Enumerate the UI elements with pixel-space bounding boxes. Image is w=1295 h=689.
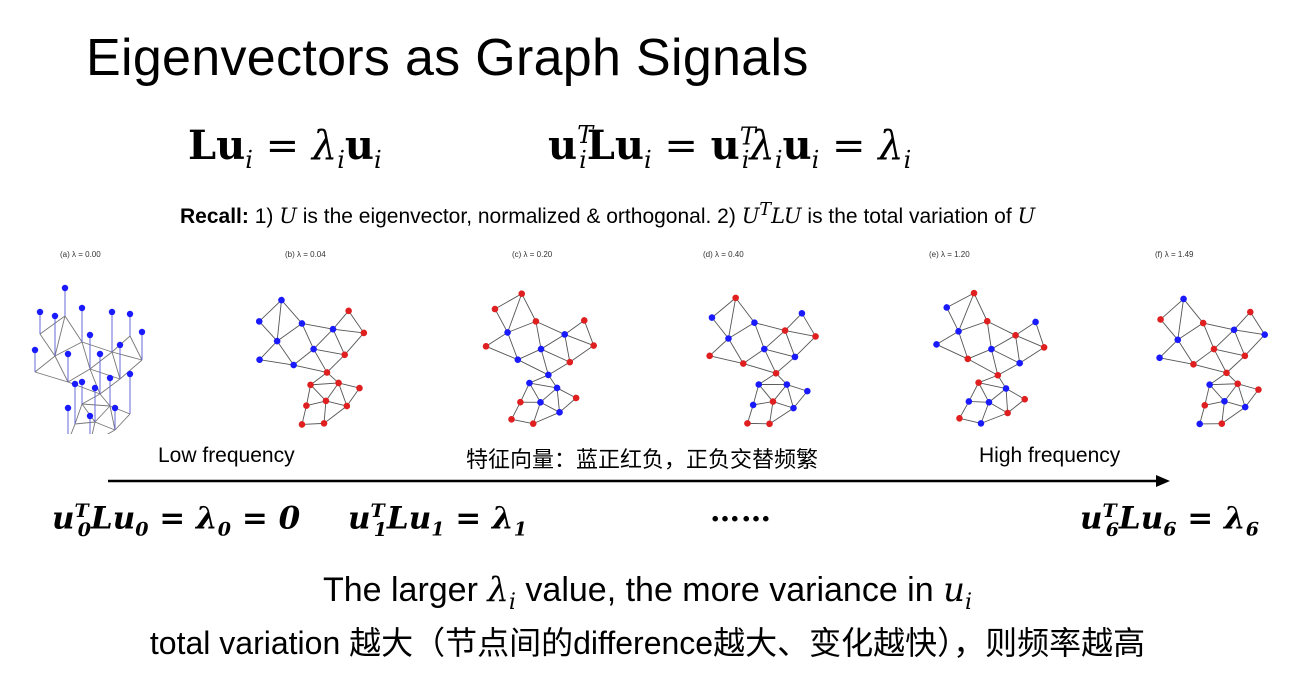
graph-panel-5: (f) λ = 1.49: [1155, 250, 1269, 428]
graph-panel-3: (d) λ = 0.40: [703, 250, 819, 428]
graph-panel-0: (a) λ = 0.00: [31, 250, 146, 434]
eq-lambda-1: uT1Lu1 = λ1: [348, 500, 528, 541]
eq-lambda-0: uT0Lu0 = λ0 = 0: [52, 500, 301, 541]
panel-caption: (a) λ = 0.00: [60, 250, 101, 259]
high-frequency-label: High frequency: [979, 444, 1121, 467]
recall-bold: Recall:: [180, 205, 249, 228]
graph-panel-2: (c) λ = 0.20: [482, 250, 598, 427]
eigenvector-color-note: 特征向量：蓝正红负，正负交替频繁: [466, 447, 819, 472]
low-frequency-label: Low frequency: [158, 444, 295, 467]
quadratic-form-equation: uTiLui = uTiλiui = λi: [548, 120, 912, 174]
panel-caption: (f) λ = 1.49: [1155, 250, 1194, 259]
panel-caption: (e) λ = 1.20: [929, 250, 970, 259]
eigen-equation: Lui = λiui: [188, 122, 382, 174]
panel-caption: (d) λ = 0.40: [703, 250, 744, 259]
eq-lambda-6: uT6Lu6 = λ6: [1080, 500, 1260, 541]
graph-panel-1: (b) λ = 0.04: [255, 250, 368, 428]
conclusion-line-2: total variation 越大（节点间的difference越大、变化越快…: [149, 625, 1146, 661]
panel-caption: (b) λ = 0.04: [285, 250, 326, 259]
graph-panel-4: (e) λ = 1.20: [929, 250, 1048, 427]
frequency-arrow: [108, 475, 1170, 487]
ellipsis: ……: [710, 494, 772, 529]
panel-caption: (c) λ = 0.20: [512, 250, 553, 259]
recall-note: Recall: 1) U is the eigenvector, normali…: [180, 200, 1036, 228]
slide-title: Eigenvectors as Graph Signals: [86, 29, 809, 87]
graph-panels: (a) λ = 0.00 (b) λ = 0.04 (c) λ = 0.20 (d) …: [31, 250, 1269, 434]
conclusion-line-1: The larger λi value, the more variance i…: [322, 570, 973, 615]
